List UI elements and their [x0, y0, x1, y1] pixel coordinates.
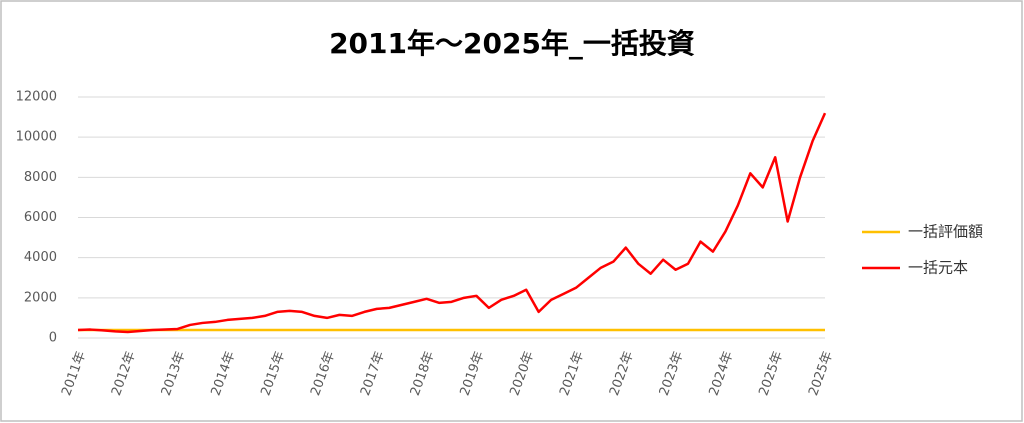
y-tick-label: 12000: [16, 90, 57, 105]
legend-label: 一括評価額: [908, 223, 983, 241]
y-tick-label: 8000: [24, 170, 57, 185]
y-tick-label: 4000: [24, 250, 57, 265]
y-tick-label: 10000: [16, 130, 57, 145]
y-tick-label: 6000: [24, 210, 57, 225]
y-tick-label: 2000: [24, 290, 57, 305]
legend-label: 一括元本: [908, 259, 968, 277]
chart-title: 2011年～2025年_一括投資: [329, 27, 695, 60]
series-line: [77, 112, 827, 334]
y-tick-label: 0: [49, 331, 57, 346]
